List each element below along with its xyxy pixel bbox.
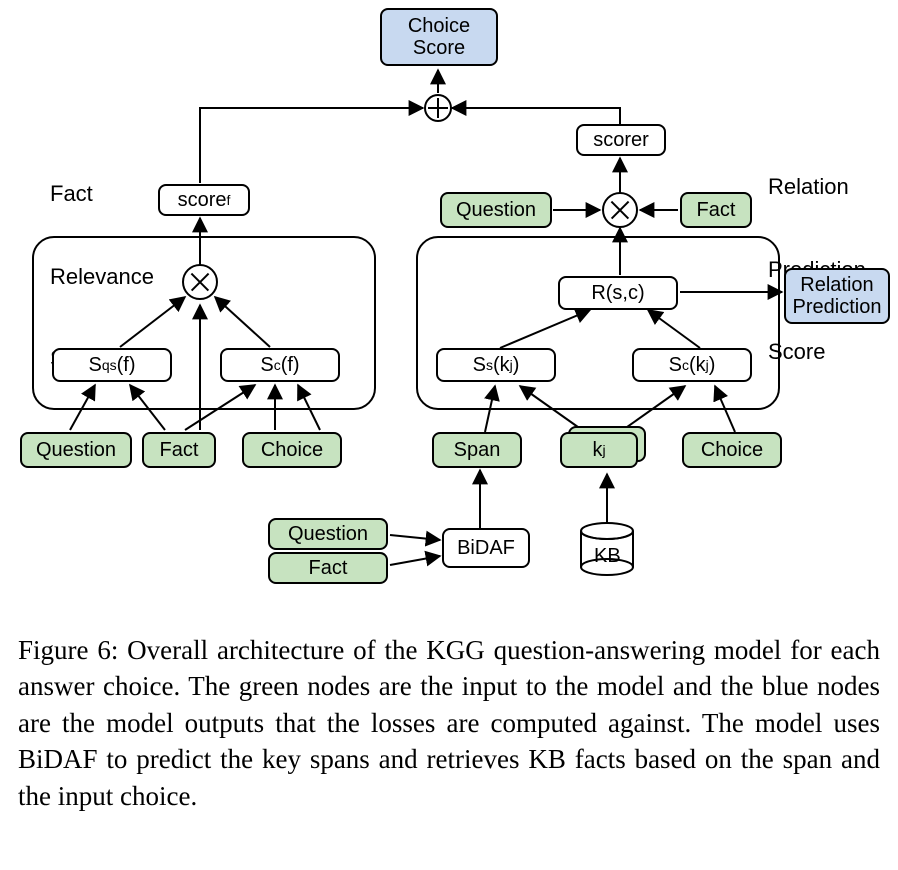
scoref-sub: f: [227, 192, 231, 208]
span-input: Span: [432, 432, 522, 468]
left-module-box: [32, 236, 376, 410]
sc-kj-node: Sc(kj): [632, 348, 752, 382]
left-question-input: Question: [20, 432, 132, 468]
choice-score-l2: Score: [413, 37, 465, 59]
right-choice-input: Choice: [682, 432, 782, 468]
right-module-box: [416, 236, 780, 410]
right-multiply-op: [602, 192, 638, 228]
fact-relevance-l1: Fact: [50, 180, 154, 208]
rsc-node: R(s,c): [558, 276, 678, 310]
sum-op: [424, 94, 452, 122]
left-multiply-op: [182, 264, 218, 300]
kj-input: kj: [560, 432, 638, 468]
bottom-fact-input: Fact: [268, 552, 388, 584]
diagram-canvas: Choice Score Fact Relevance Score scoref…: [0, 0, 898, 870]
sqs-f-node: Sqs(f): [52, 348, 172, 382]
scorer-node: scorer: [576, 124, 666, 156]
choice-score-l1: Choice: [408, 15, 470, 37]
bottom-question-input: Question: [268, 518, 388, 550]
relation-prediction-output: Relation Prediction: [784, 268, 890, 324]
scoref-text: score: [178, 189, 227, 212]
right-question-input: Question: [440, 192, 552, 228]
ss-kj-node: Ss(kj): [436, 348, 556, 382]
choice-score-output: Choice Score: [380, 8, 498, 66]
left-fact-input: Fact: [142, 432, 216, 468]
sc-f-node: Sc(f): [220, 348, 340, 382]
right-fact-input: Fact: [680, 192, 752, 228]
score-f-node: scoref: [158, 184, 250, 216]
kb-label: KB: [594, 545, 621, 568]
bidaf-node: BiDAF: [442, 528, 530, 568]
figure-caption: Figure 6: Overall architecture of the KG…: [18, 632, 880, 814]
left-choice-input: Choice: [242, 432, 342, 468]
